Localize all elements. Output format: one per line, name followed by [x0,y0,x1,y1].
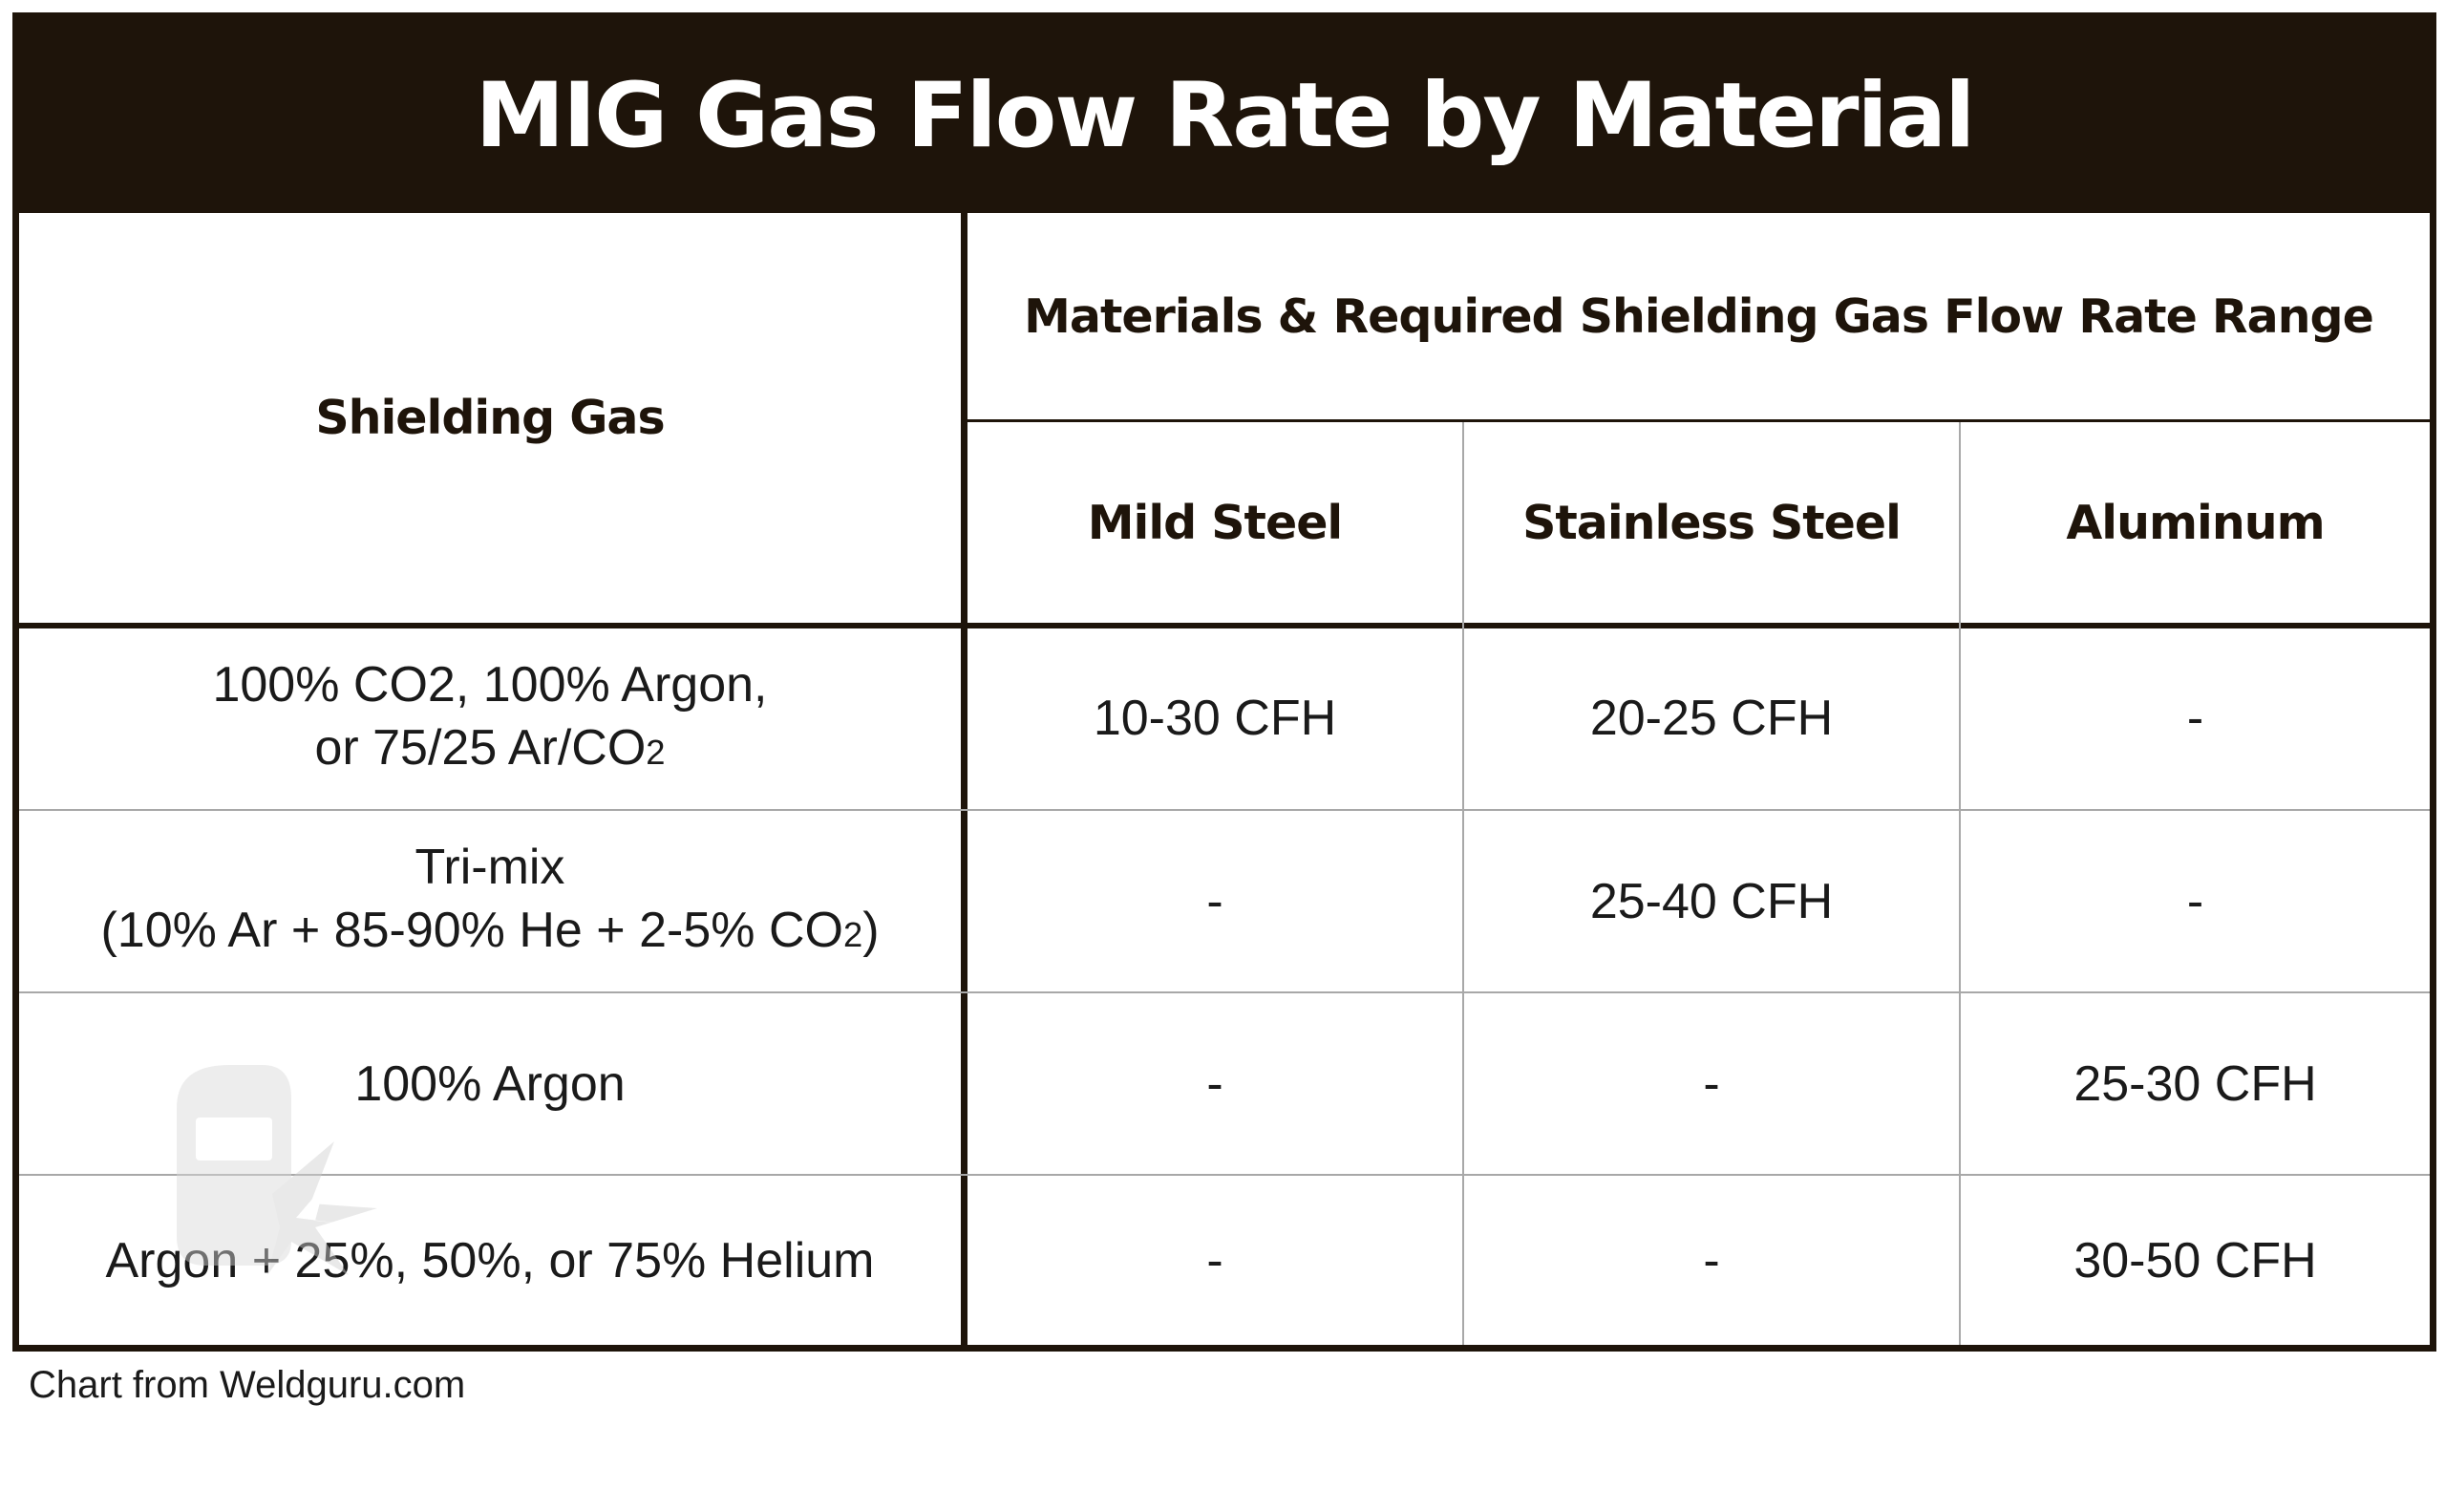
source-note: Chart from Weldguru.com [29,1364,466,1406]
divider-under-group-header [967,419,2430,422]
divider-vertical-col-2 [1462,422,1464,1345]
gas-label-line-2: (10% Ar + 85-90% He + 2-5% CO2) [100,903,880,958]
table-cell: - [1206,1055,1223,1112]
table-title: MIG Gas Flow Rate by Material [19,19,2430,213]
table-cell: - [1206,873,1223,929]
divider-vertical-main [961,213,967,1345]
divider-row-2 [19,991,2430,993]
welding-helmet-watermark-icon [177,1065,377,1275]
table-row-gas-4: Argon + 25%, 50%, or 75% Helium [105,1232,875,1288]
table-row-gas-3: 100% Argon [354,1055,626,1112]
table-cell: 25-40 CFH [1589,873,1834,929]
table-cell: 30-50 CFH [2073,1232,2317,1288]
materials-group-header: Materials & Required Shielding Gas Flow … [1024,289,2374,344]
gas-label-line-1: Tri-mix [415,840,565,895]
column-header-mild-steel: Mild Steel [1087,496,1343,550]
divider-row-1 [19,809,2430,811]
table-cell: - [1206,1232,1223,1288]
divider-row-3 [19,1174,2430,1176]
table-cell: - [1703,1055,1720,1112]
table-cell: - [2186,691,2204,746]
shielding-gas-header: Shielding Gas [315,391,665,445]
divider-vertical-col-3 [1959,422,1961,1345]
gas-label-line-2: or 75/25 Ar/CO2 [314,719,666,776]
divider-under-header [19,623,2430,628]
table-cell: - [1703,1232,1720,1288]
column-header-stainless-steel: Stainless Steel [1522,496,1902,550]
gas-flow-table: MIG Gas Flow Rate by Material Shielding … [12,12,2436,1352]
table-row-gas-2: Tri-mix (10% Ar + 85-90% He + 2-5% CO2) [19,811,961,991]
table-row-gas-1: 100% CO2, 100% Argon, or 75/25 Ar/CO2 [19,628,961,809]
table-cell: - [2186,873,2204,929]
table-cell: 10-30 CFH [1093,691,1337,746]
table-cell: 20-25 CFH [1589,691,1834,746]
table-cell: 25-30 CFH [2073,1055,2317,1112]
column-header-aluminum: Aluminum [2066,496,2325,550]
gas-label-line-1: 100% CO2, 100% Argon, [212,656,768,713]
